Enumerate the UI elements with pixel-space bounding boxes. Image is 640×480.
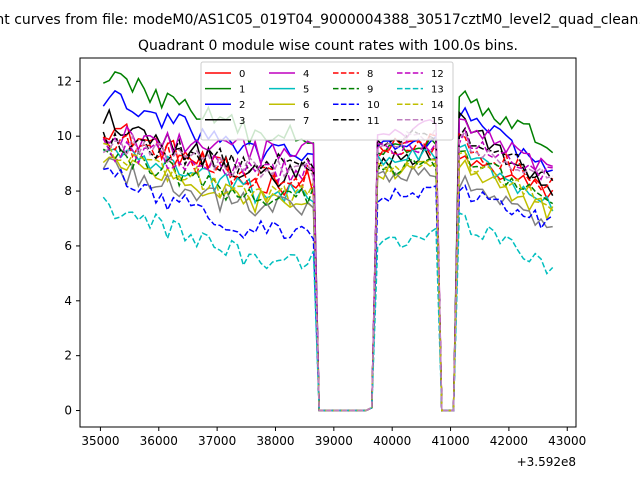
legend-label-3: 3 bbox=[239, 116, 245, 127]
y-tick-label: 6 bbox=[64, 239, 72, 253]
y-tick-label: 10 bbox=[57, 129, 72, 143]
legend-label-14: 14 bbox=[431, 100, 444, 111]
y-tick-label: 0 bbox=[64, 404, 72, 418]
x-tick-label: 40000 bbox=[373, 434, 411, 448]
x-tick-label: 41000 bbox=[431, 434, 469, 448]
series-line-10 bbox=[103, 167, 554, 412]
legend-label-11: 11 bbox=[367, 116, 380, 127]
legend-label-2: 2 bbox=[239, 100, 245, 111]
series-line-7 bbox=[102, 157, 553, 412]
axes-frame bbox=[79, 57, 577, 428]
series-layer bbox=[102, 71, 554, 412]
legend-label-1: 1 bbox=[239, 85, 245, 96]
x-axis: 35000 36000 37000 38000 39000 40000 41000 42000… bbox=[81, 427, 586, 448]
series-line-6 bbox=[102, 156, 554, 412]
x-tick-label: 39000 bbox=[315, 434, 353, 448]
y-tick-label: 8 bbox=[64, 184, 72, 198]
legend-label-12: 12 bbox=[431, 69, 444, 80]
y-tick-label: 12 bbox=[57, 74, 72, 88]
series-line-11 bbox=[102, 126, 554, 412]
legend-label-4: 4 bbox=[303, 69, 309, 80]
legend-label-8: 8 bbox=[367, 69, 373, 80]
x-tick-label: 37000 bbox=[198, 434, 236, 448]
y-axis: 0 2 4 6 8 10 12 bbox=[57, 74, 80, 418]
x-offset-label: +3.592e8 bbox=[517, 455, 576, 469]
legend-label-0: 0 bbox=[239, 69, 245, 80]
legend-label-10: 10 bbox=[367, 100, 380, 111]
series-line-0 bbox=[103, 122, 554, 412]
figure-suptitle: Light curves from file: modeM0/AS1C05_01… bbox=[0, 12, 640, 28]
chart-title: Quadrant 0 module wise count rates with … bbox=[138, 38, 518, 54]
legend-label-7: 7 bbox=[303, 116, 309, 127]
x-tick-label: 43000 bbox=[548, 434, 586, 448]
series-line-13 bbox=[102, 196, 554, 412]
legend-box bbox=[200, 61, 454, 141]
series-line-9 bbox=[102, 148, 554, 412]
legend-label-9: 9 bbox=[367, 85, 373, 96]
y-tick-label: 2 bbox=[64, 349, 72, 363]
series-line-15 bbox=[102, 124, 553, 412]
x-tick-label: 36000 bbox=[140, 434, 178, 448]
x-tick-label: 38000 bbox=[256, 434, 294, 448]
x-tick-label: 42000 bbox=[490, 434, 528, 448]
legend-label-5: 5 bbox=[303, 85, 309, 96]
series-line-12 bbox=[102, 128, 553, 412]
legend-label-15: 15 bbox=[431, 116, 444, 127]
x-tick-label: 35000 bbox=[81, 434, 119, 448]
legend-label-13: 13 bbox=[431, 85, 444, 96]
legend-label-6: 6 bbox=[303, 100, 309, 111]
y-tick-label: 4 bbox=[64, 294, 72, 308]
